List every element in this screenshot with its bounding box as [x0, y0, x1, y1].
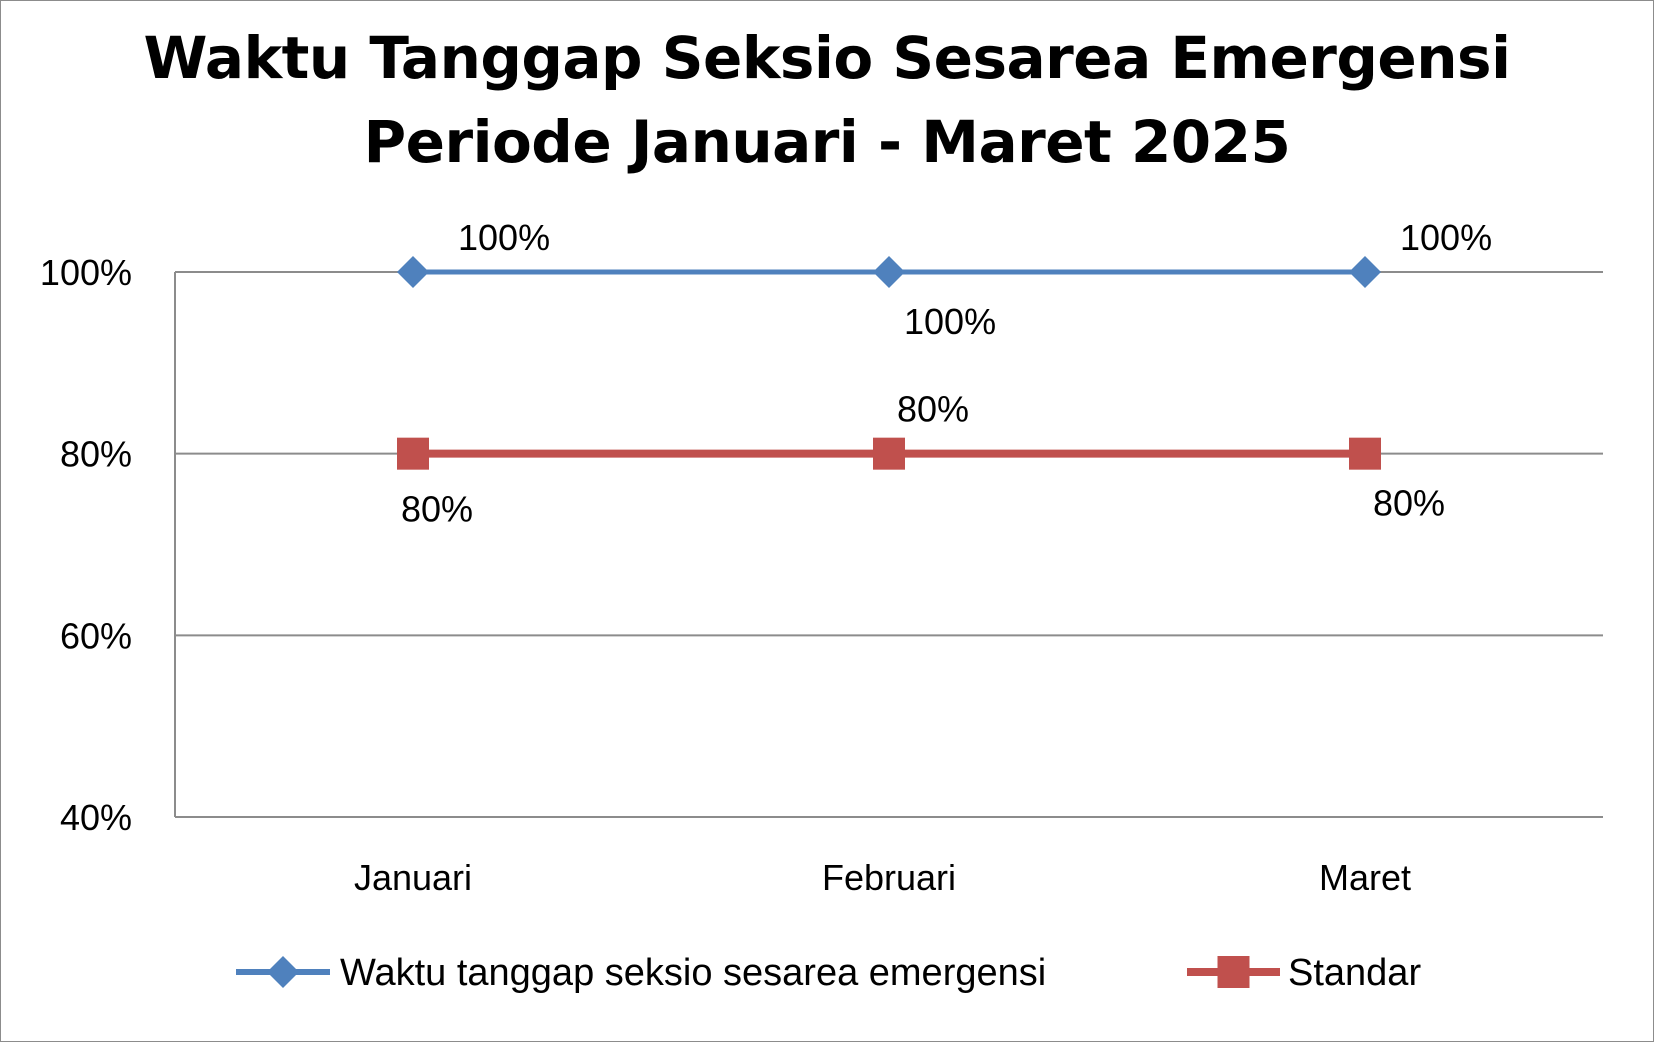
y-axis-tick-labels: 40% 60% 80% 100%	[40, 252, 132, 838]
legend-marker	[1217, 956, 1250, 988]
data-label: 100%	[458, 217, 550, 258]
series-layer	[397, 256, 1381, 470]
legend: Waktu tanggap seksio sesarea emergensi St…	[236, 952, 1421, 994]
x-tick-label: Februari	[822, 857, 956, 898]
data-point-marker	[873, 437, 905, 470]
chart-title-line-2: Periode Januari - Maret 2025	[363, 108, 1291, 176]
data-point-marker	[397, 437, 429, 470]
series-1	[397, 256, 1381, 288]
chart-title: Waktu Tanggap Seksio Sesarea Emergensi P…	[0, 16, 1654, 184]
legend-marker	[267, 956, 299, 988]
y-tick-label: 100%	[40, 252, 132, 293]
legend-item: Waktu tanggap seksio sesarea emergensi	[236, 952, 1046, 994]
data-point-marker	[873, 256, 905, 288]
y-tick-label: 40%	[60, 797, 132, 838]
data-point-marker	[397, 256, 429, 288]
chart-title-line-1: Waktu Tanggap Seksio Sesarea Emergensi	[143, 24, 1511, 92]
data-label: 80%	[897, 389, 969, 430]
data-label: 80%	[401, 489, 473, 530]
axes	[174, 272, 1603, 818]
legend-label: Standar	[1288, 952, 1421, 994]
data-label: 100%	[904, 301, 996, 342]
legend-item: Standar	[1187, 952, 1421, 994]
x-axis-tick-labels: Januari Februari Maret	[354, 857, 1411, 898]
data-point-marker	[1349, 437, 1381, 470]
data-label: 80%	[1373, 483, 1445, 524]
x-tick-label: Januari	[354, 857, 472, 898]
data-labels: 100% 100% 100% 80% 80% 80%	[401, 217, 1492, 530]
data-label: 100%	[1400, 217, 1492, 258]
x-tick-label: Maret	[1319, 857, 1411, 898]
y-tick-label: 60%	[60, 615, 132, 656]
y-tick-label: 80%	[60, 434, 132, 475]
series-2	[397, 437, 1381, 470]
data-point-marker	[1349, 256, 1381, 288]
legend-label: Waktu tanggap seksio sesarea emergensi	[340, 952, 1046, 994]
